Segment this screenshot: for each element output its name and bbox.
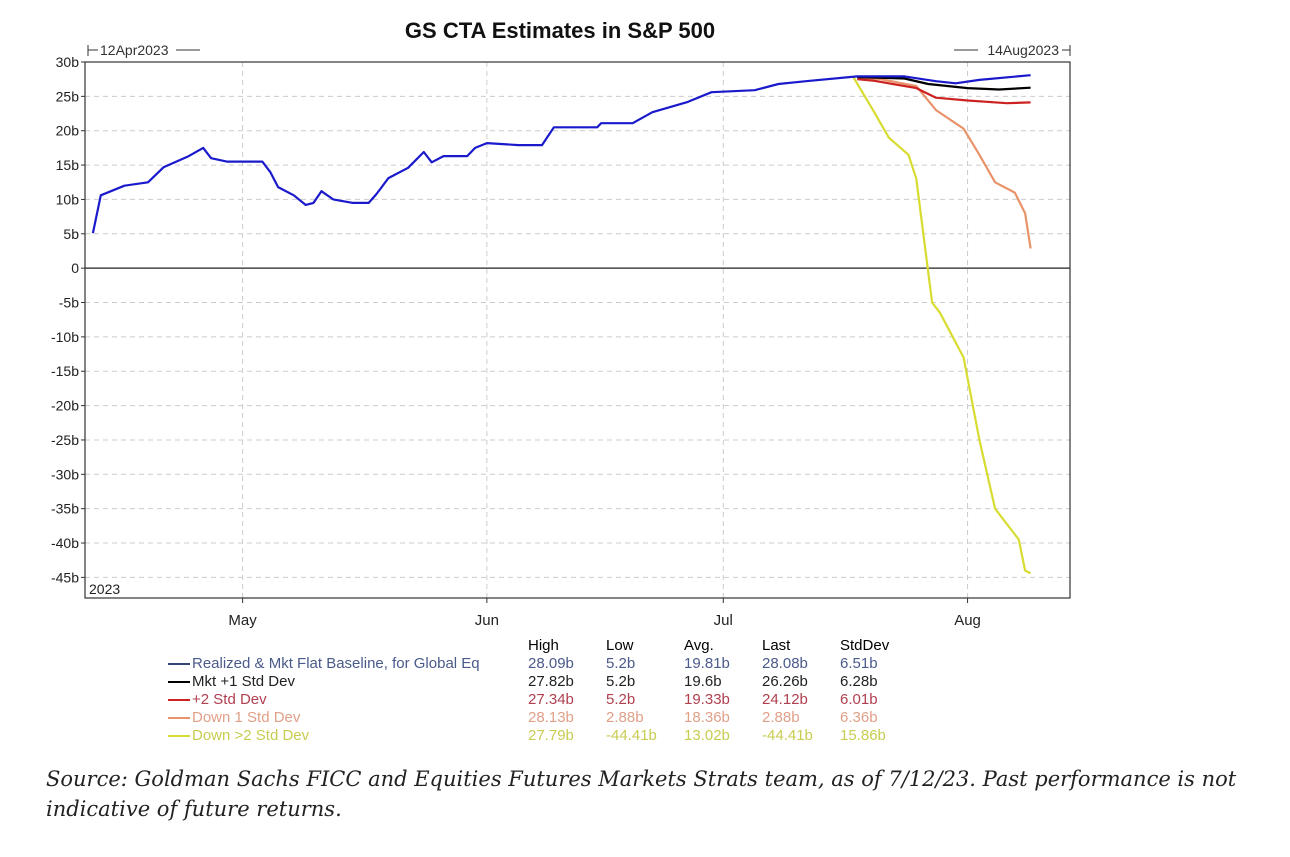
legend-stat-high: 27.34b <box>528 691 574 708</box>
series-line-realized-mkt-flat-baseline-for-global-eq <box>91 74 1031 234</box>
y-tick-label: -40b <box>51 535 79 551</box>
legend-series-name: Down >2 Std Dev <box>168 727 528 745</box>
legend-header: High Low Avg. Last StdDev <box>168 637 918 655</box>
legend-stat-low: 5.2b <box>606 691 636 708</box>
legend-stat-last: 26.26b <box>762 673 808 690</box>
y-tick-label: -20b <box>51 398 79 414</box>
legend-series-name: +2 Std Dev <box>168 691 528 709</box>
chart: GS CTA Estimates in S&P 500 12Apr2023 14… <box>51 18 1071 629</box>
range-end-label: 14Aug2023 <box>987 42 1059 58</box>
y-tick-label: -45b <box>51 569 79 585</box>
range-start-label: 12Apr2023 <box>100 42 169 58</box>
legend-stat-stddev: 6.01b <box>840 691 878 708</box>
y-tick-label: 5b <box>63 226 79 242</box>
legend-swatch <box>168 735 190 737</box>
legend-row: Down >2 Std Dev 27.79b -44.41b 13.02b -44.41… <box>168 727 918 745</box>
legend-stat-avg: 19.33b <box>684 691 730 708</box>
legend-row: Realized & Mkt Flat Baseline, for Global… <box>168 655 918 673</box>
legend-label: Realized & Mkt Flat Baseline, for Global… <box>192 655 480 672</box>
legend-label: Down >2 Std Dev <box>192 727 310 744</box>
legend-swatch <box>168 699 190 701</box>
legend-swatch <box>168 663 190 665</box>
header-low: Low <box>606 637 634 654</box>
header-last: Last <box>762 637 791 654</box>
y-tick-label: 25b <box>56 88 80 104</box>
source-note: Source: Goldman Sachs FICC and Equities … <box>46 767 1237 821</box>
legend-stat-high: 28.13b <box>528 709 574 726</box>
series-line-down-1-std-dev <box>857 76 1032 249</box>
legend-series-name: Down 1 Std Dev <box>168 709 528 727</box>
legend-stat-low: 5.2b <box>606 655 636 672</box>
legend-stat-stddev: 6.51b <box>840 655 878 672</box>
legend-label: +2 Std Dev <box>192 691 267 708</box>
legend-swatch <box>168 681 190 683</box>
x-tick-label: Jun <box>475 612 499 629</box>
legend-stat-avg: 19.6b <box>684 673 722 690</box>
y-tick-label: 20b <box>56 123 80 139</box>
header-high: High <box>528 637 559 654</box>
y-tick-label: -10b <box>51 329 79 345</box>
y-tick-label: -35b <box>51 501 79 517</box>
legend-stat-high: 28.09b <box>528 655 574 672</box>
y-tick-label: 10b <box>56 191 80 207</box>
legend-stat-last: 28.08b <box>762 655 808 672</box>
series-line-down-2-std-dev <box>852 76 1032 575</box>
legend-stat-low: 2.88b <box>606 709 644 726</box>
legend-stat-last: -44.41b <box>762 727 813 744</box>
legend-stat-low: 5.2b <box>606 673 636 690</box>
legend-row: +2 Std Dev 27.34b 5.2b 19.33b 24.12b 6.01b <box>168 691 918 709</box>
header-avg: Avg. <box>684 637 714 654</box>
y-tick-label: -25b <box>51 432 79 448</box>
legend-stat-stddev: 6.28b <box>840 673 878 690</box>
legend-row: Mkt +1 Std Dev 27.82b 5.2b 19.6b 26.26b 6.28b <box>168 673 918 691</box>
plot-frame <box>84 61 1071 599</box>
legend-row: Down 1 Std Dev 28.13b 2.88b 18.36b 2.88b 6.36… <box>168 709 918 727</box>
y-tick-label: -15b <box>51 363 79 379</box>
x-tick-label: Aug <box>954 612 981 629</box>
legend-stat-high: 27.79b <box>528 727 574 744</box>
legend-stat-high: 27.82b <box>528 673 574 690</box>
x-tick-label: Jul <box>714 612 733 629</box>
legend-label: Down 1 Std Dev <box>192 709 301 726</box>
legend-stat-low: -44.41b <box>606 727 657 744</box>
series-line-mkt-1-std-dev <box>857 76 1031 91</box>
legend-stat-last: 2.88b <box>762 709 800 726</box>
legend-label: Mkt +1 Std Dev <box>192 673 295 690</box>
legend-stat-stddev: 6.36b <box>840 709 878 726</box>
legend-series-name: Realized & Mkt Flat Baseline, for Global… <box>168 655 528 673</box>
y-tick-label: 0 <box>71 260 79 276</box>
series-line--2-std-dev <box>857 78 1031 105</box>
chart-title: GS CTA Estimates in S&P 500 <box>405 18 715 43</box>
legend-stat-last: 24.12b <box>762 691 808 708</box>
year-label: 2023 <box>89 581 120 597</box>
y-tick-label: -5b <box>59 295 79 311</box>
y-tick-label: 15b <box>56 157 80 173</box>
header-stddev: StdDev <box>840 637 890 654</box>
legend-stat-avg: 19.81b <box>684 655 730 672</box>
legend-stat-avg: 18.36b <box>684 709 730 726</box>
legend-series-name: Mkt +1 Std Dev <box>168 673 528 691</box>
y-tick-label: 30b <box>56 54 80 70</box>
legend-swatch <box>168 717 190 719</box>
x-tick-label: May <box>228 612 257 629</box>
legend-stat-avg: 13.02b <box>684 727 730 744</box>
legend-stat-stddev: 15.86b <box>840 727 886 744</box>
y-tick-label: -30b <box>51 466 79 482</box>
legend-table: High Low Avg. Last StdDev Realized & Mkt… <box>168 637 918 745</box>
